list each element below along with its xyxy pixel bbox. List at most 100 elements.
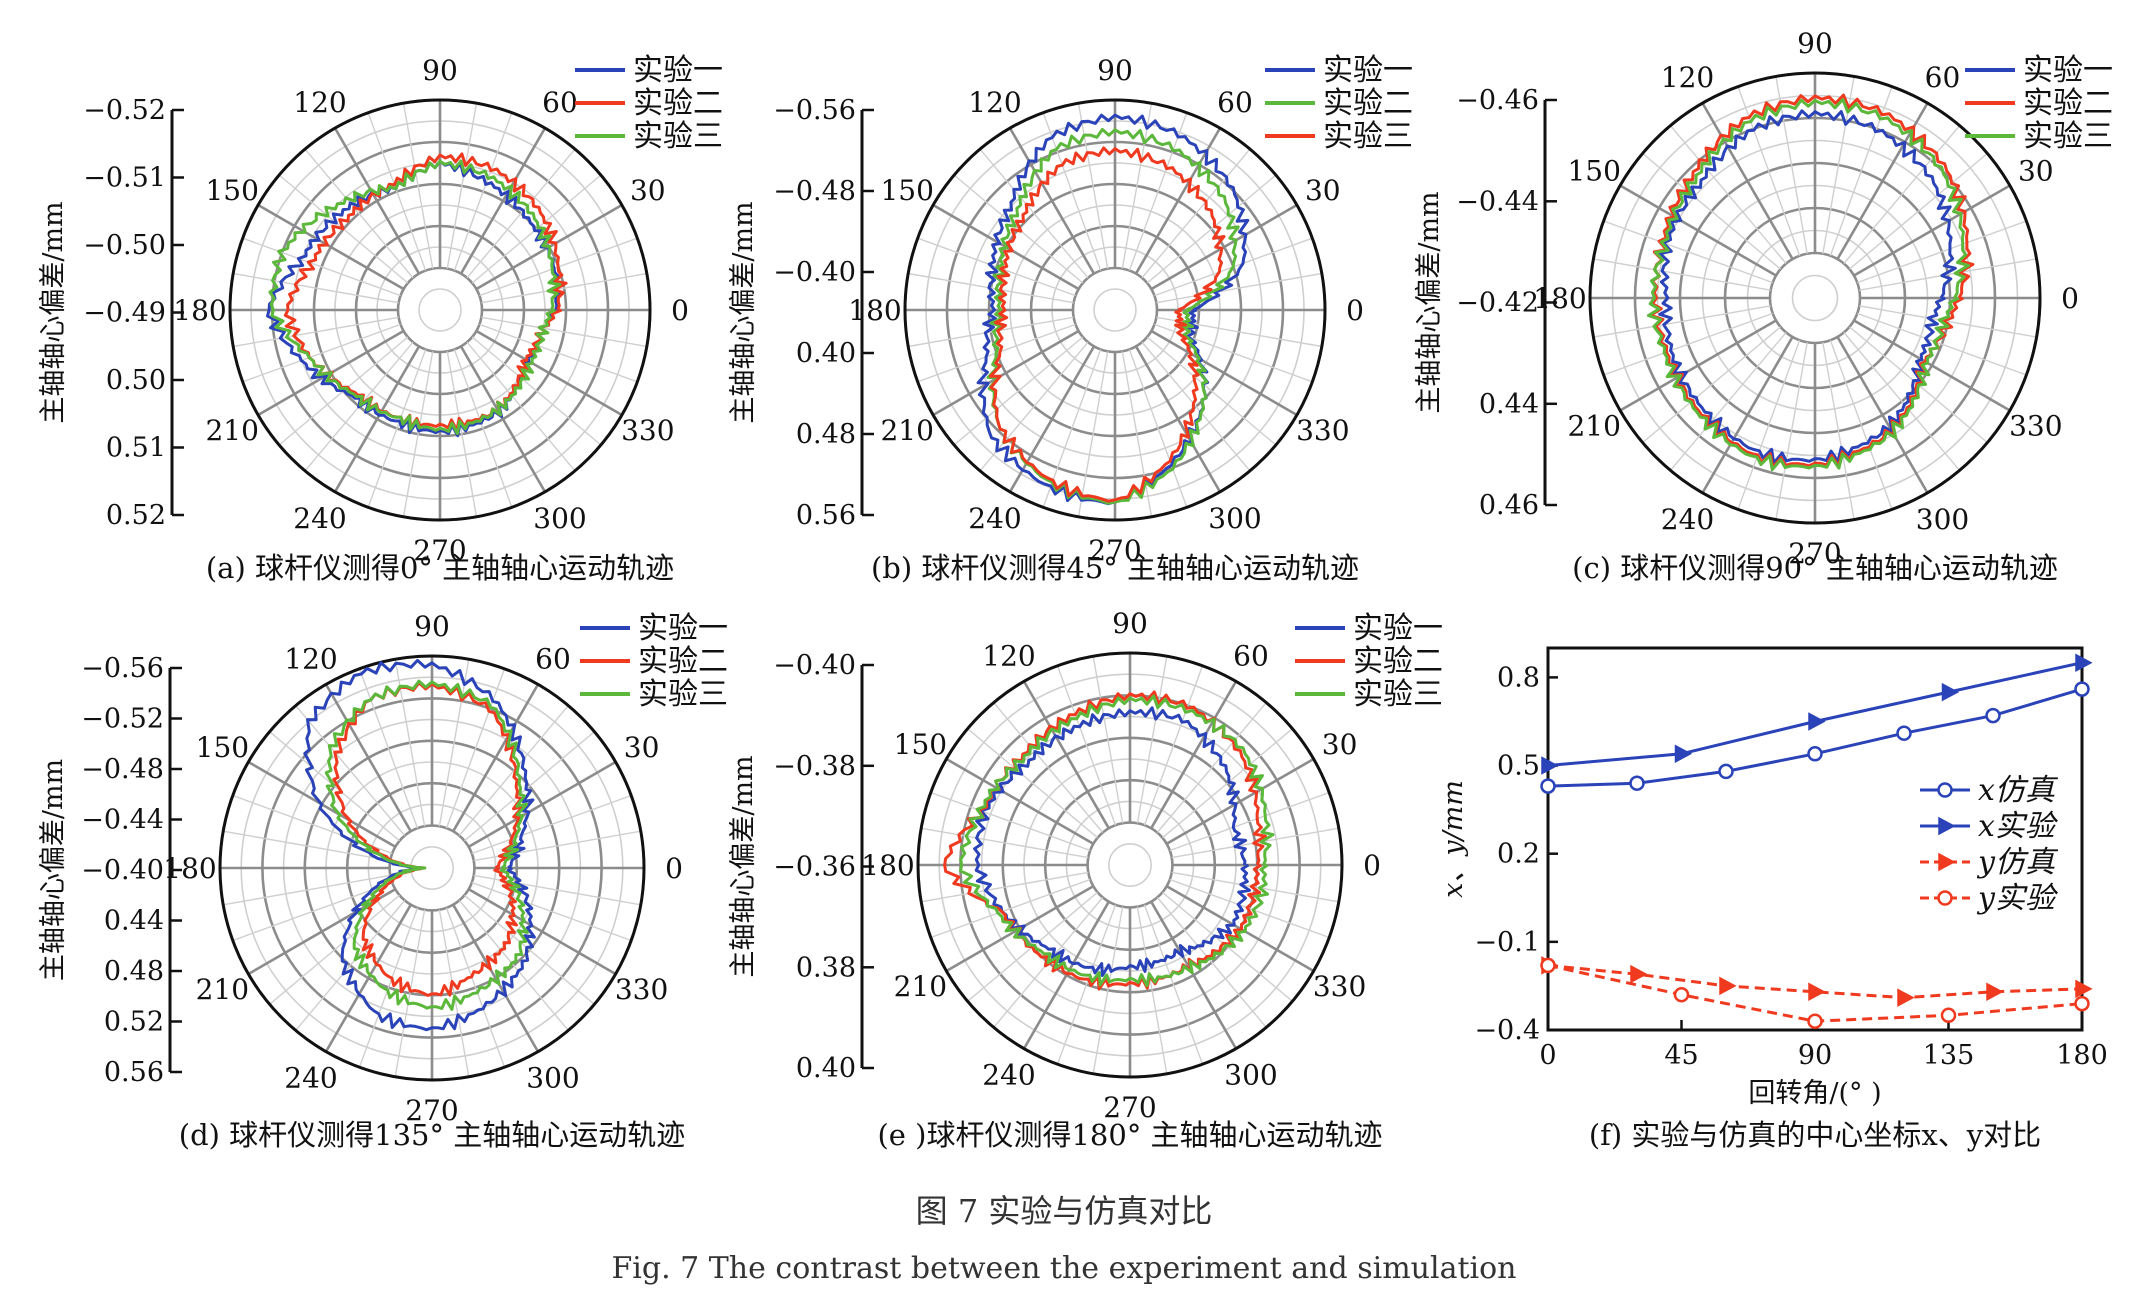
data-point-x仿真 <box>1629 775 1645 791</box>
polar-grid-spoke <box>459 345 547 493</box>
y-tick-label: 0.48 <box>796 419 856 450</box>
polar-grid-spoke <box>1829 340 1893 510</box>
polar-angle-label: 150 <box>894 728 947 761</box>
polar-grid-spoke <box>930 791 1091 852</box>
polar-grid-spoke <box>466 148 576 279</box>
series-trace-实验一 <box>266 159 565 438</box>
polar-panel-b: 0 30 60 90 120 150 180 210 240 270 300 330 −0.56 −0.4… <box>728 53 1413 585</box>
y-tick-label: −0.50 <box>83 230 166 261</box>
polar-angle-label: 90 <box>414 610 450 643</box>
polar-grid-spoke <box>1077 351 1109 517</box>
polar-grid-spoke <box>471 336 602 446</box>
polar-angle-label: 270 <box>405 1094 458 1127</box>
polar-grid-spoke <box>945 757 1094 845</box>
polar-grid-ring <box>1086 821 1174 909</box>
x-tick-label: 90 <box>1798 1040 1832 1071</box>
polar-grid-spoke <box>1143 904 1204 1065</box>
y-axis-label: 主轴轴心偏差/mm <box>728 755 759 977</box>
legend-label: 实验三 <box>638 677 728 712</box>
polar-angle-label: 60 <box>1925 61 1961 94</box>
y-tick-label: 0.52 <box>104 1007 164 1038</box>
panel-caption: (b) 球杆仪测得45° 主轴轴心运动轨迹 <box>871 551 1359 585</box>
polar-grid-spoke <box>304 148 414 279</box>
y-tick-label: −0.48 <box>773 176 856 207</box>
polar-angle-label: 90 <box>1797 27 1833 60</box>
polar-angle-label: 300 <box>1916 503 1969 536</box>
polar-grid-spoke <box>1859 258 2037 291</box>
polar-angle-label: 120 <box>293 86 346 119</box>
y-tick-label: −0.56 <box>81 653 164 684</box>
polar-grid-spoke <box>295 900 406 1031</box>
y-tick-label: 0.46 <box>1479 490 1539 521</box>
data-point-x仿真 <box>1896 725 1912 741</box>
polar-grid-spoke <box>1859 305 2037 338</box>
y-tick-label: −0.44 <box>1456 186 1539 217</box>
polar-grid-spoke <box>223 874 391 906</box>
data-point-y实验 <box>1673 986 1690 1003</box>
polar-angle-label: 240 <box>284 1062 337 1095</box>
polar-grid-spoke <box>1853 184 2011 277</box>
polar-grid-ring <box>1071 266 1159 354</box>
polar-angle-label: 0 <box>671 294 689 327</box>
polar-angle-label: 270 <box>1088 534 1141 567</box>
polar-angle-label: 240 <box>982 1059 1035 1092</box>
polar-grid-ring <box>418 288 462 332</box>
data-point-x实验 <box>2075 653 2093 672</box>
y-tick-label: 0.52 <box>106 500 166 531</box>
legend-label: 实验三 <box>2023 119 2113 154</box>
legend-label: 实验一 <box>1353 611 1443 646</box>
legend-label: 实验三 <box>1323 119 1413 154</box>
y-tick-label: −0.4 <box>1474 1015 1540 1046</box>
polar-grid-spoke <box>232 881 393 942</box>
polar-grid-spoke <box>921 827 1089 859</box>
polar-angle-label: 240 <box>1661 503 1714 536</box>
polar-angle-label: 60 <box>535 642 571 675</box>
polar-angle-label: 300 <box>1208 502 1261 535</box>
legend-label: 实验一 <box>638 611 728 646</box>
polar-grid-ring <box>1791 274 1839 322</box>
polar-grid-spoke <box>367 112 427 271</box>
polar-grid-spoke <box>481 272 647 304</box>
polar-grid-spoke <box>1146 336 1277 446</box>
panel-caption: (d) 球杆仪测得135° 主轴轴心运动轨迹 <box>179 1118 685 1152</box>
polar-angle-label: 150 <box>205 174 258 207</box>
polar-outer-ring <box>228 98 652 522</box>
legend-label: 实验三 <box>633 119 723 154</box>
polar-angle-label: 330 <box>1296 414 1349 447</box>
polar-angle-label: 240 <box>293 502 346 535</box>
polar-grid-spoke <box>1056 904 1117 1065</box>
polar-grid-spoke <box>446 103 478 269</box>
polar-grid-spoke <box>1150 203 1298 291</box>
polar-grid-spoke <box>1121 103 1153 269</box>
polar-grid-spoke <box>1669 125 1787 264</box>
data-point-y仿真 <box>1808 982 1826 1002</box>
polar-grid-spoke <box>358 907 419 1068</box>
data-point-x仿真 <box>1718 763 1734 780</box>
data-point-y仿真 <box>2075 979 2093 999</box>
polar-grid-spoke <box>233 272 399 304</box>
polar-grid-spoke <box>333 345 421 493</box>
polar-grid-spoke <box>471 174 602 284</box>
polar-grid-spoke <box>1701 336 1794 494</box>
polar-grid-spoke <box>402 103 434 269</box>
polar-grid-spoke <box>1022 901 1110 1050</box>
polar-angle-label: 300 <box>533 502 586 535</box>
data-point-y仿真 <box>1897 988 1915 1007</box>
polar-angle-label: 330 <box>1313 970 1366 1003</box>
polar-grid-spoke <box>402 351 434 517</box>
polar-grid-spoke <box>979 148 1089 279</box>
polar-angle-label: 30 <box>1322 728 1358 761</box>
polar-grid-spoke <box>1143 665 1204 826</box>
polar-grid-spoke <box>458 900 569 1031</box>
polar-grid-spoke <box>1162 728 1293 839</box>
polar-grid-spoke <box>1642 152 1781 270</box>
polar-angle-label: 0 <box>1346 294 1364 327</box>
data-point-y仿真 <box>1630 964 1648 984</box>
polar-grid-spoke <box>1141 148 1251 279</box>
polar-grid-spoke <box>394 909 426 1077</box>
series-trace-实验三 <box>1646 98 1970 472</box>
polar-grid-spoke <box>445 907 506 1068</box>
polar-grid-spoke <box>1701 102 1794 260</box>
polar-grid-spoke <box>257 203 405 291</box>
